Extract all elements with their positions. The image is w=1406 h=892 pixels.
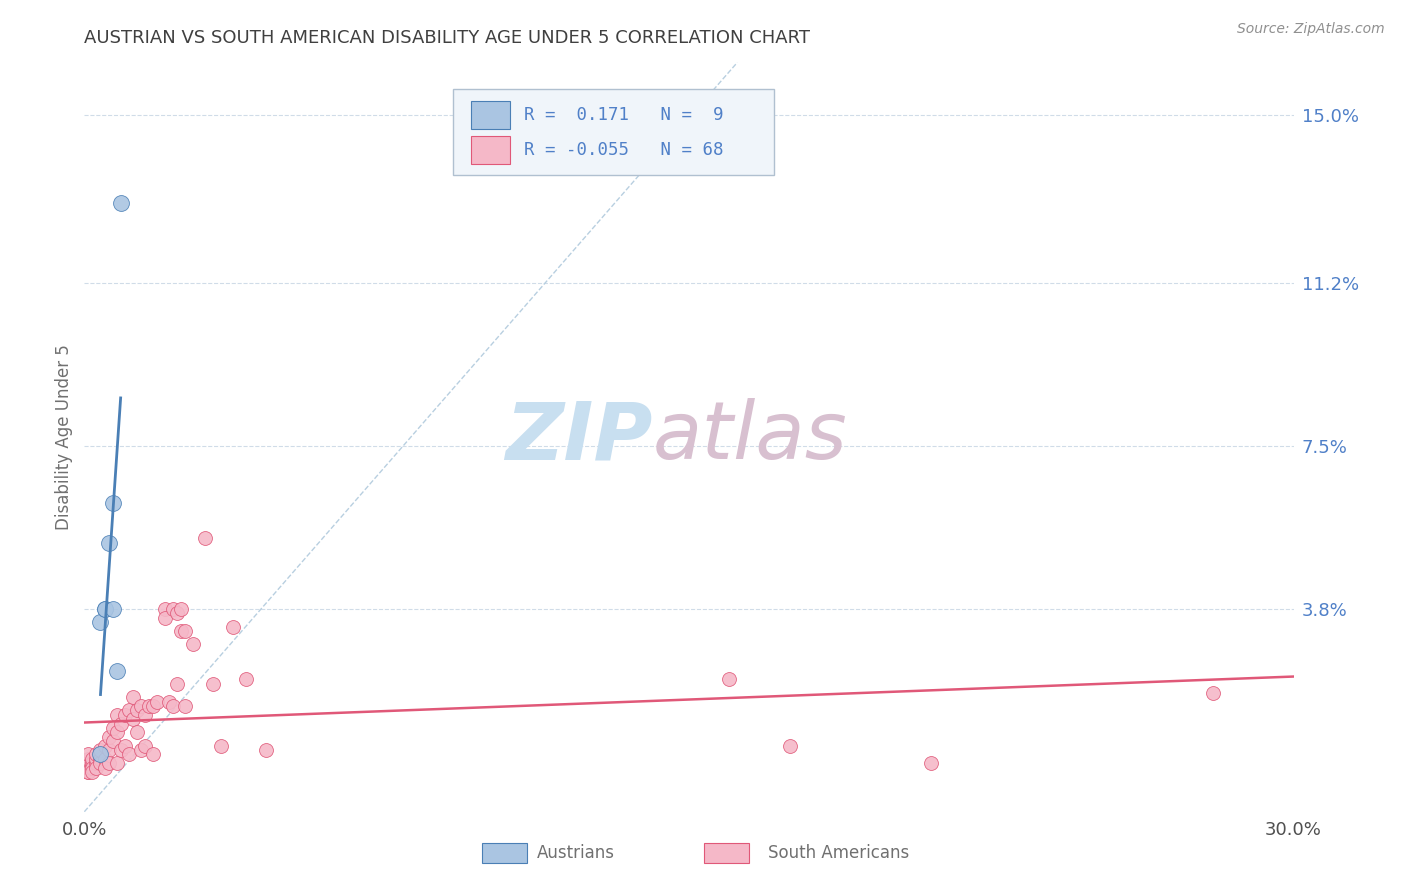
Point: [82, 756, 104, 771]
Point: [920, 756, 942, 771]
Point: [86, 752, 108, 766]
Point: [202, 677, 225, 691]
Point: [174, 698, 197, 713]
Point: [1202, 686, 1225, 700]
Point: [138, 698, 160, 713]
Point: [82, 765, 104, 780]
Point: [153, 602, 176, 616]
Point: [86, 747, 108, 762]
Point: [77, 756, 100, 771]
Point: [129, 698, 152, 713]
Text: R = -0.055   N = 68: R = -0.055 N = 68: [524, 141, 724, 159]
Point: [89, 756, 111, 771]
Point: [121, 712, 143, 726]
Point: [97, 730, 120, 744]
Text: Austrians: Austrians: [537, 844, 614, 862]
Point: [779, 739, 801, 753]
Point: [125, 725, 148, 739]
Point: [162, 602, 184, 616]
Point: [101, 734, 124, 748]
Point: [86, 761, 108, 775]
Point: [110, 743, 132, 757]
Point: [174, 624, 197, 638]
Point: [86, 756, 108, 771]
Point: [89, 743, 111, 757]
Text: R =  0.171   N =  9: R = 0.171 N = 9: [524, 106, 724, 124]
Point: [142, 698, 165, 713]
Point: [222, 619, 245, 633]
Point: [82, 752, 104, 766]
Point: [97, 743, 120, 757]
Point: [105, 725, 128, 739]
Point: [170, 624, 193, 638]
Point: [181, 637, 204, 651]
Point: [77, 752, 100, 766]
Point: [235, 673, 257, 687]
Point: [93, 752, 115, 766]
Point: [254, 743, 277, 757]
Point: [77, 765, 100, 780]
Y-axis label: Disability Age Under 5: Disability Age Under 5: [55, 344, 73, 530]
Point: [142, 747, 165, 762]
Point: [153, 611, 176, 625]
Point: [170, 602, 193, 616]
Point: [105, 664, 128, 678]
Point: [110, 716, 132, 731]
Point: [89, 752, 111, 766]
Point: [101, 721, 124, 735]
Point: [93, 761, 115, 775]
Point: [93, 602, 115, 616]
Point: [93, 602, 115, 616]
Point: [129, 743, 152, 757]
Point: [97, 536, 120, 550]
Point: [146, 694, 169, 708]
Point: [121, 690, 143, 705]
Point: [125, 703, 148, 717]
Point: [194, 532, 217, 546]
Text: AUSTRIAN VS SOUTH AMERICAN DISABILITY AGE UNDER 5 CORRELATION CHART: AUSTRIAN VS SOUTH AMERICAN DISABILITY AG…: [84, 29, 810, 47]
Point: [134, 739, 156, 753]
FancyBboxPatch shape: [453, 88, 773, 175]
Point: [209, 739, 232, 753]
Point: [89, 747, 111, 762]
Point: [118, 703, 141, 717]
FancyBboxPatch shape: [471, 101, 510, 129]
Point: [114, 739, 136, 753]
Point: [93, 739, 115, 753]
Point: [166, 607, 188, 621]
Text: South Americans: South Americans: [768, 844, 908, 862]
Point: [97, 756, 120, 771]
Point: [101, 602, 124, 616]
Point: [134, 707, 156, 722]
Point: [718, 673, 741, 687]
Point: [166, 677, 188, 691]
Point: [77, 765, 100, 780]
FancyBboxPatch shape: [471, 136, 510, 164]
Point: [77, 747, 100, 762]
Point: [162, 698, 184, 713]
Point: [77, 761, 100, 775]
Point: [157, 694, 180, 708]
Point: [82, 761, 104, 775]
Point: [101, 496, 124, 510]
Text: Source: ZipAtlas.com: Source: ZipAtlas.com: [1237, 22, 1385, 37]
Point: [114, 707, 136, 722]
Point: [105, 707, 128, 722]
Point: [110, 196, 132, 211]
Point: [118, 747, 141, 762]
Point: [105, 756, 128, 771]
Text: atlas: atlas: [652, 398, 848, 476]
Text: ZIP: ZIP: [505, 398, 652, 476]
Point: [89, 615, 111, 630]
